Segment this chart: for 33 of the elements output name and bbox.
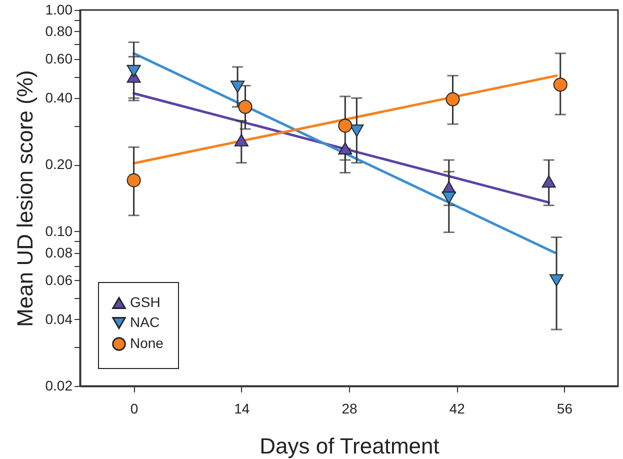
- legend-label: None: [130, 335, 164, 351]
- y-axis-title: Mean UD lesion score (%): [12, 70, 38, 327]
- x-tick-label: 28: [342, 400, 358, 416]
- y-tick-label: 0.02: [45, 378, 73, 394]
- x-tick-label: 0: [130, 400, 138, 416]
- x-axis-title: Days of Treatment: [260, 434, 440, 458]
- x-tick-label: 14: [234, 400, 250, 416]
- point: [126, 173, 141, 188]
- point: [542, 175, 556, 188]
- point: [338, 142, 352, 155]
- point: [442, 191, 456, 204]
- point: [234, 134, 248, 146]
- y-tick-label: 0.08: [45, 244, 73, 260]
- x-tick-label: 42: [449, 400, 466, 416]
- y-tick-label: 0.10: [45, 222, 73, 239]
- point: [238, 100, 252, 114]
- point: [230, 80, 245, 93]
- y-tick-label: 0.20: [45, 156, 73, 172]
- y-tick-label: 1.00: [45, 2, 73, 18]
- point: [338, 118, 352, 133]
- point: [126, 64, 141, 78]
- y-tick-label: 0.04: [45, 310, 73, 327]
- y-tick-label: 0.06: [45, 272, 73, 288]
- point: [553, 78, 568, 92]
- y-tick-label: 0.60: [45, 50, 73, 67]
- point: [446, 92, 460, 106]
- point: [549, 274, 564, 287]
- point: [350, 124, 364, 137]
- legend-label: GSH: [130, 294, 160, 310]
- y-tick-label: 0.40: [45, 90, 73, 106]
- x-tick-label: 56: [556, 400, 573, 416]
- y-tick-label: 0.80: [45, 22, 73, 39]
- legend-label: NAC: [130, 314, 160, 330]
